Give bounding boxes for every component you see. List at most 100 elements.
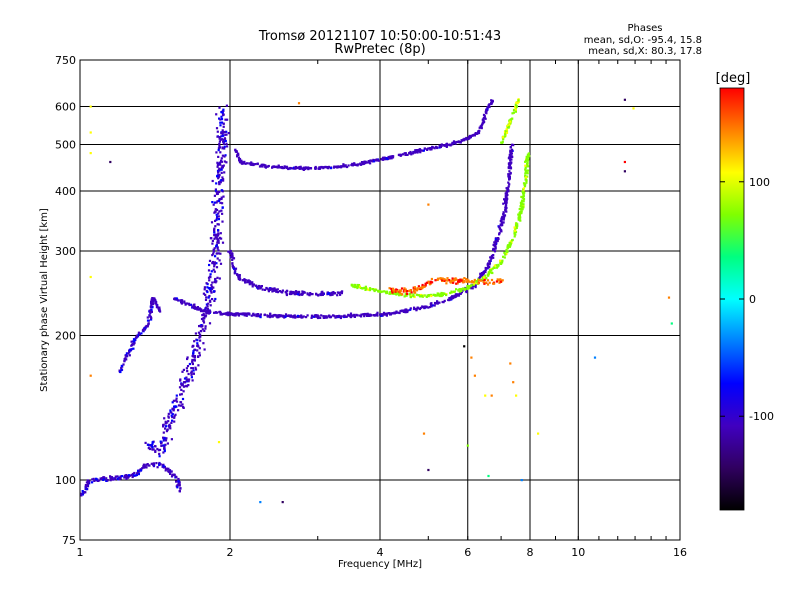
data-point — [222, 142, 225, 145]
data-point — [218, 183, 221, 186]
data-point — [436, 302, 439, 305]
data-point — [394, 311, 397, 314]
data-point — [399, 309, 402, 313]
data-point — [388, 312, 391, 315]
data-point — [406, 292, 409, 295]
data-point — [267, 164, 270, 168]
data-point — [470, 356, 473, 359]
data-point — [465, 136, 468, 140]
data-point — [404, 152, 407, 155]
data-point — [336, 291, 339, 294]
data-point — [412, 293, 415, 296]
data-point — [284, 290, 287, 294]
data-point — [454, 293, 457, 296]
data-point — [509, 155, 512, 158]
data-point — [445, 142, 448, 145]
data-point — [134, 338, 137, 341]
data-point — [125, 476, 128, 479]
data-point — [220, 168, 223, 171]
data-point — [229, 256, 232, 259]
data-point — [593, 356, 597, 359]
data-point — [190, 376, 193, 379]
data-point — [247, 312, 250, 315]
data-point — [269, 287, 272, 291]
data-point — [218, 236, 221, 239]
data-point — [80, 494, 83, 497]
data-point — [238, 274, 241, 277]
data-point — [332, 314, 335, 317]
data-point — [212, 250, 215, 253]
data-point — [500, 219, 503, 223]
data-point — [425, 148, 428, 151]
data-point — [303, 291, 306, 294]
data-point — [278, 315, 281, 318]
data-point — [156, 304, 159, 307]
data-point — [508, 173, 511, 176]
stats-title: Phases — [627, 23, 662, 34]
data-point — [171, 473, 174, 476]
data-point — [167, 424, 170, 428]
data-point — [391, 312, 394, 315]
data-point — [500, 230, 503, 233]
data-point — [222, 138, 225, 141]
data-point — [505, 206, 508, 209]
data-point — [142, 465, 145, 468]
data-point — [331, 293, 334, 296]
data-point — [271, 166, 274, 169]
data-point — [517, 216, 520, 219]
data-point — [525, 176, 528, 179]
data-point — [121, 475, 124, 478]
data-point — [409, 292, 412, 295]
data-point — [221, 220, 224, 223]
data-point — [170, 475, 174, 478]
data-point — [485, 276, 488, 280]
data-point — [215, 262, 218, 265]
data-point — [135, 472, 139, 475]
data-point — [277, 164, 280, 167]
data-point — [287, 167, 290, 171]
data-point — [251, 285, 254, 288]
data-point — [162, 436, 165, 439]
data-point — [340, 290, 343, 293]
data-point — [231, 255, 234, 258]
x-tick-label: 8 — [527, 546, 534, 559]
data-point — [522, 191, 525, 194]
data-point — [519, 201, 522, 204]
data-point — [399, 292, 402, 295]
data-point — [217, 212, 220, 215]
data-point — [180, 299, 183, 302]
data-point — [252, 163, 255, 167]
data-point — [209, 273, 212, 276]
data-point — [413, 295, 416, 299]
data-point — [276, 166, 279, 169]
y-tick-labels: 75 100 200 300 400 500 600 750 — [55, 54, 76, 547]
data-point — [244, 314, 247, 317]
y-tick-label: 600 — [55, 101, 76, 114]
data-point — [209, 237, 212, 240]
data-point — [490, 269, 493, 272]
data-point — [370, 314, 373, 317]
data-point — [388, 157, 391, 160]
data-point — [380, 314, 383, 317]
data-point — [283, 165, 286, 168]
data-point — [419, 293, 423, 297]
data-point — [501, 259, 504, 262]
data-point — [403, 288, 406, 291]
data-point — [192, 306, 195, 309]
data-point — [205, 282, 208, 285]
data-point — [503, 214, 506, 217]
data-point — [509, 118, 512, 121]
data-point — [186, 370, 189, 373]
data-point — [192, 372, 195, 375]
data-point — [181, 383, 184, 386]
data-point — [390, 287, 393, 290]
data-point — [283, 316, 286, 319]
data-point — [392, 287, 395, 290]
data-point — [221, 313, 224, 316]
data-point — [219, 124, 222, 127]
data-point — [458, 288, 461, 291]
data-point — [419, 295, 422, 298]
data-point — [248, 280, 252, 283]
data-point — [421, 283, 424, 287]
data-point — [120, 368, 123, 372]
